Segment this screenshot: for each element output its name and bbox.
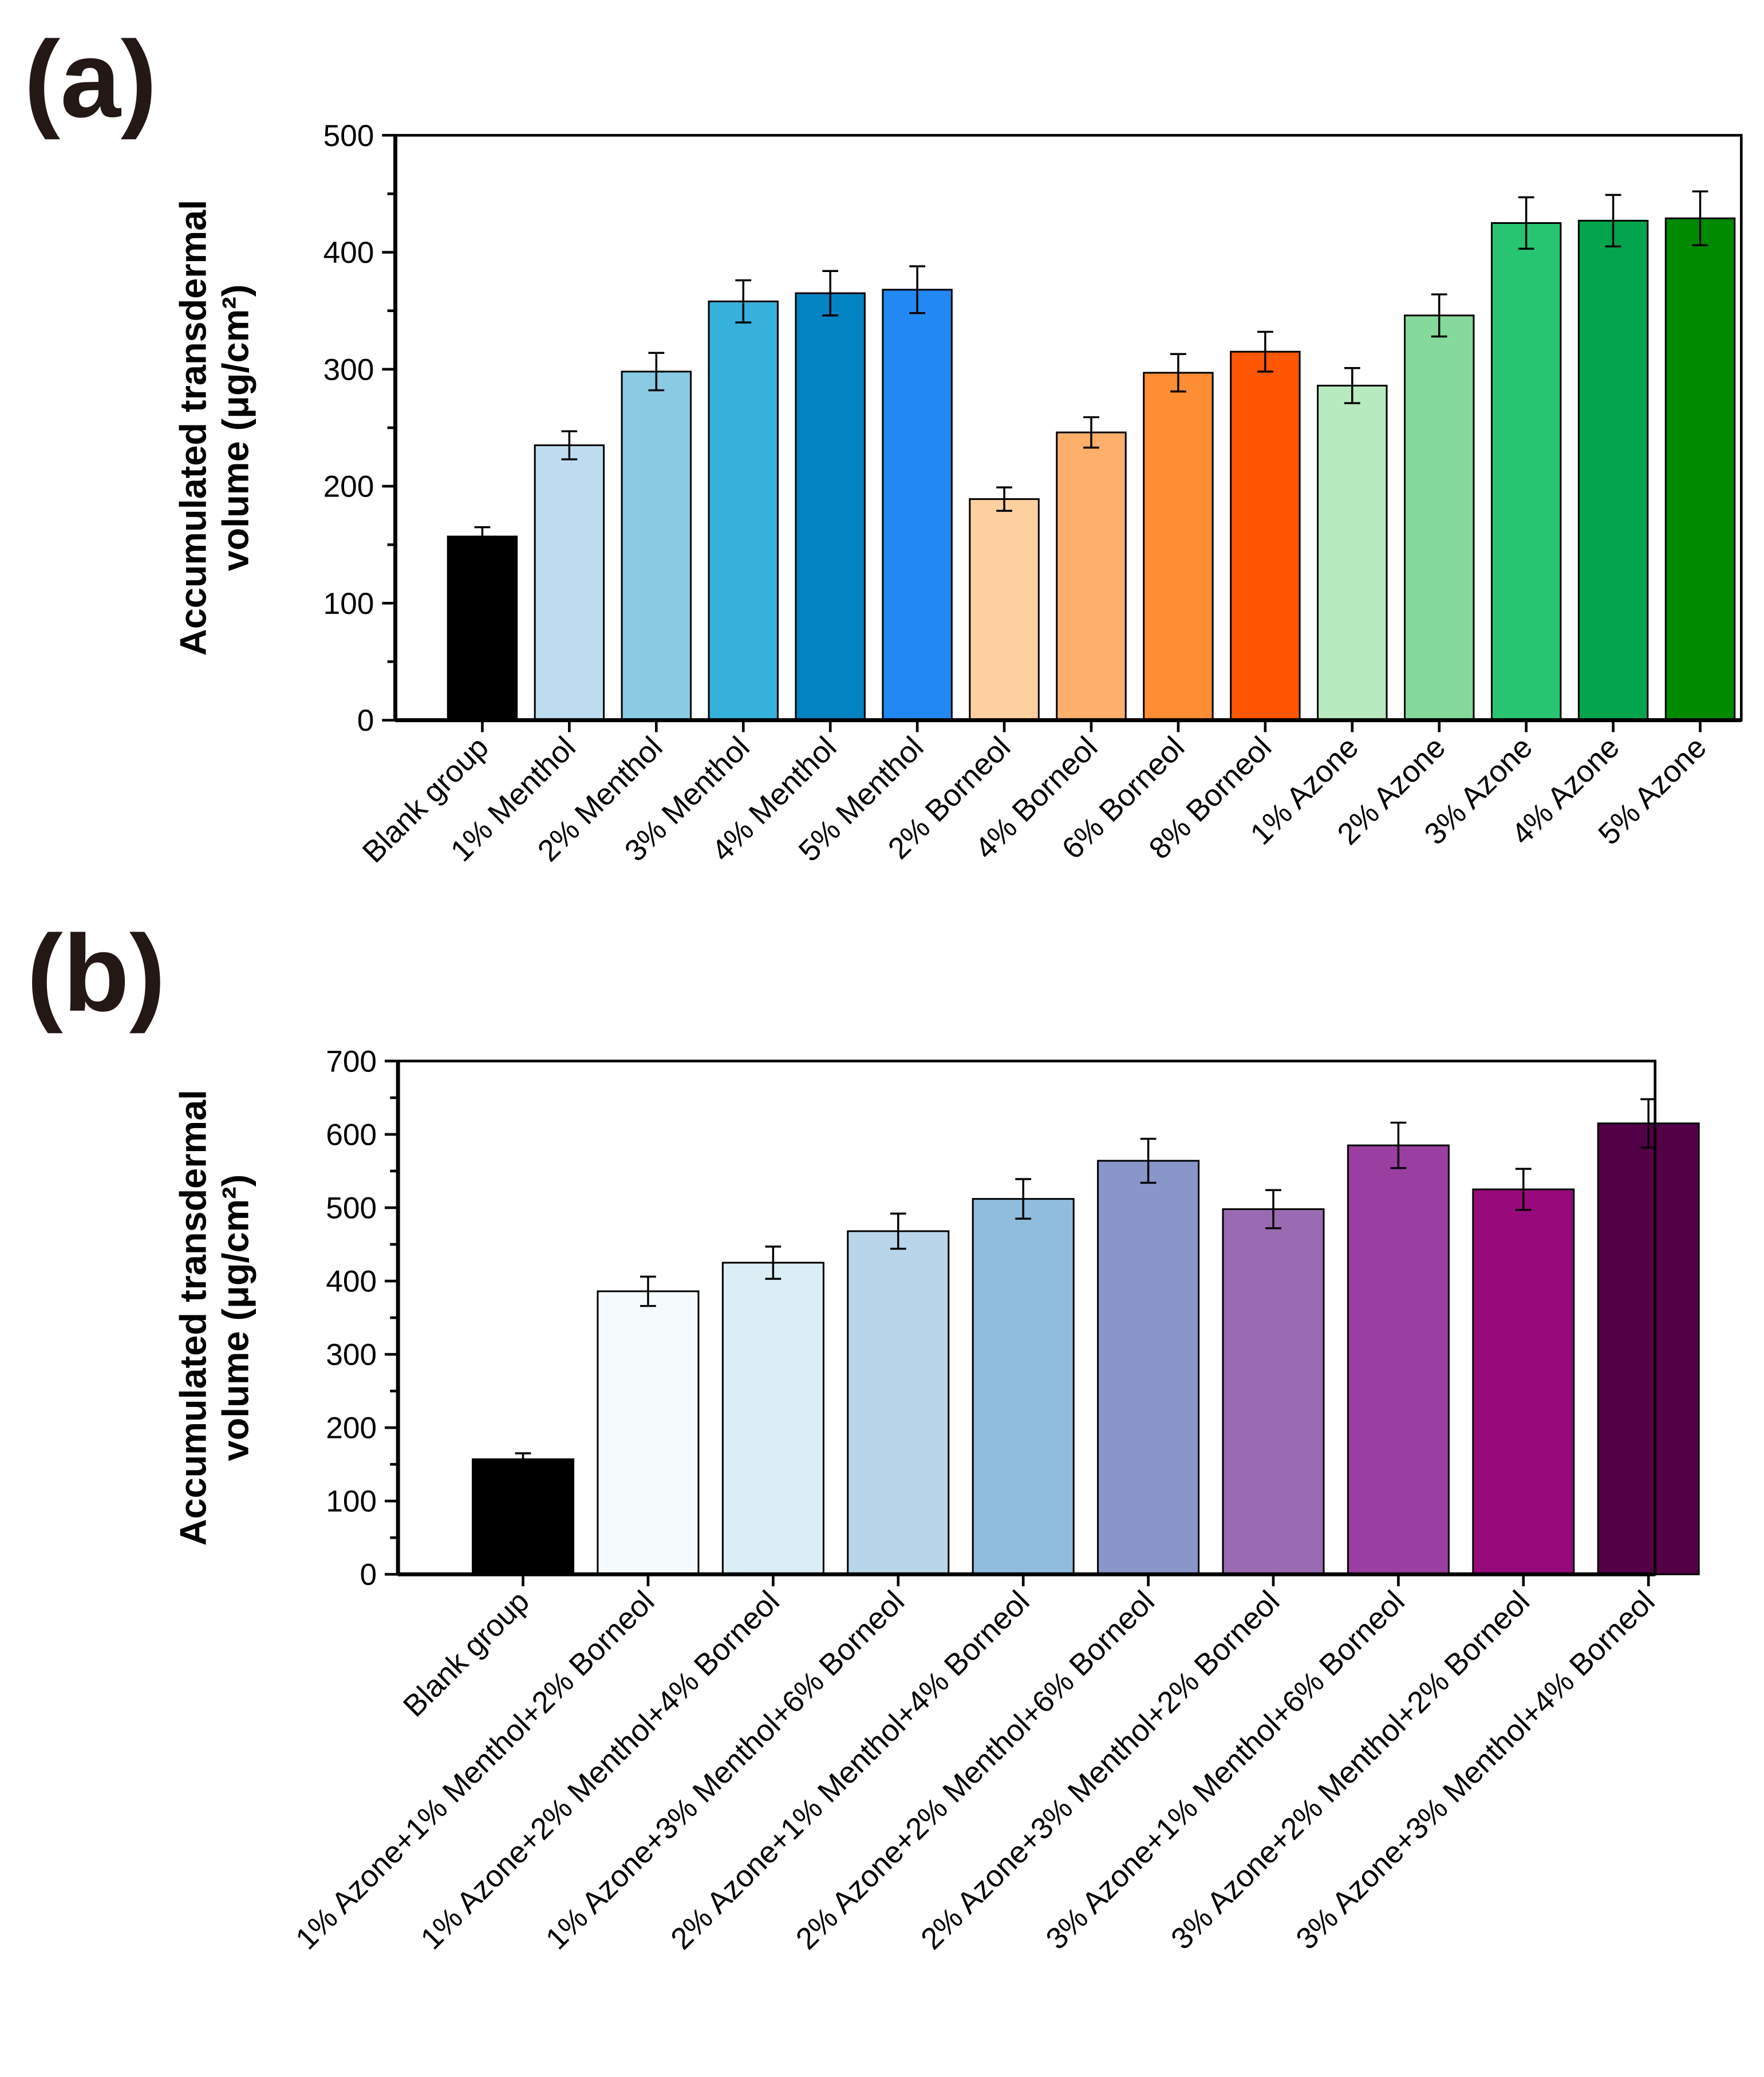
- y-axis-label: volume (μg/cm²): [214, 285, 256, 572]
- error-bar: [1083, 416, 1099, 449]
- y-tick-label: 600: [326, 1118, 377, 1152]
- bar: [1472, 1188, 1575, 1575]
- y-tick-label: 700: [326, 1045, 377, 1078]
- bar: [1222, 1208, 1325, 1575]
- error-bar: [1015, 1178, 1032, 1220]
- error-bar: [1605, 194, 1621, 248]
- error-bar: [735, 279, 752, 324]
- error-bar: [996, 486, 1012, 512]
- bar: [1664, 217, 1736, 722]
- bar: [1577, 219, 1649, 722]
- bar: [795, 292, 866, 722]
- y-tick-label: 100: [326, 1485, 377, 1519]
- bar: [882, 289, 953, 722]
- y-tick-label: 500: [323, 119, 374, 153]
- y-tick-label: 0: [357, 704, 374, 738]
- y-axis-label: Accumulated transdermal: [172, 1090, 214, 1546]
- error-bar: [640, 1275, 656, 1307]
- error-bar: [648, 352, 665, 392]
- bar: [1097, 1160, 1200, 1575]
- bar: [1317, 384, 1388, 722]
- bar: [1143, 372, 1214, 722]
- bar: [472, 1458, 575, 1575]
- bar: [1230, 350, 1301, 722]
- panel-label: (b): [27, 913, 165, 1034]
- error-bar: [1257, 330, 1273, 373]
- error-bar: [1431, 293, 1447, 338]
- y-tick-label: 400: [326, 1265, 377, 1299]
- y-axis-label: Accumulated transdermal: [172, 200, 214, 656]
- y-tick-label: 300: [326, 1338, 377, 1372]
- bar: [447, 535, 518, 722]
- y-tick-label: 300: [323, 353, 374, 387]
- error-bar: [1344, 367, 1360, 404]
- error-bar: [1515, 1168, 1532, 1211]
- y-tick-label: 0: [360, 1558, 377, 1592]
- y-tick-label: 200: [326, 1412, 377, 1445]
- bar: [847, 1230, 950, 1575]
- error-bar: [515, 1452, 531, 1467]
- bar: [972, 1198, 1075, 1575]
- y-tick-label: 500: [326, 1191, 377, 1225]
- bar: [969, 498, 1040, 722]
- bar: [534, 444, 605, 722]
- bar: [1490, 222, 1562, 722]
- y-tick-label: 400: [323, 236, 374, 270]
- error-bar: [1170, 353, 1186, 393]
- y-axis-label: volume (μg/cm²): [214, 1175, 256, 1461]
- bar: [1403, 314, 1475, 722]
- error-bar: [1692, 190, 1708, 247]
- y-tick-label: 100: [323, 587, 374, 621]
- x-tick-label: Blank group: [397, 1585, 536, 1724]
- bar: [597, 1290, 700, 1575]
- error-bar: [890, 1212, 906, 1250]
- error-bar: [1140, 1137, 1157, 1184]
- bar: [1056, 431, 1127, 722]
- bar: [721, 1262, 824, 1575]
- y-tick-label: 200: [323, 470, 374, 504]
- error-bar: [1390, 1121, 1407, 1169]
- error-bar: [822, 270, 839, 317]
- bar: [1597, 1122, 1700, 1575]
- error-bar: [474, 526, 491, 547]
- bar: [708, 300, 779, 722]
- error-bar: [909, 265, 926, 314]
- error-bar: [1518, 196, 1534, 250]
- bar: [1347, 1144, 1450, 1575]
- error-bar: [765, 1246, 782, 1280]
- bar: [621, 371, 692, 722]
- error-bar: [1265, 1189, 1281, 1229]
- error-bar: [561, 430, 578, 460]
- panel-label: (a): [24, 19, 157, 140]
